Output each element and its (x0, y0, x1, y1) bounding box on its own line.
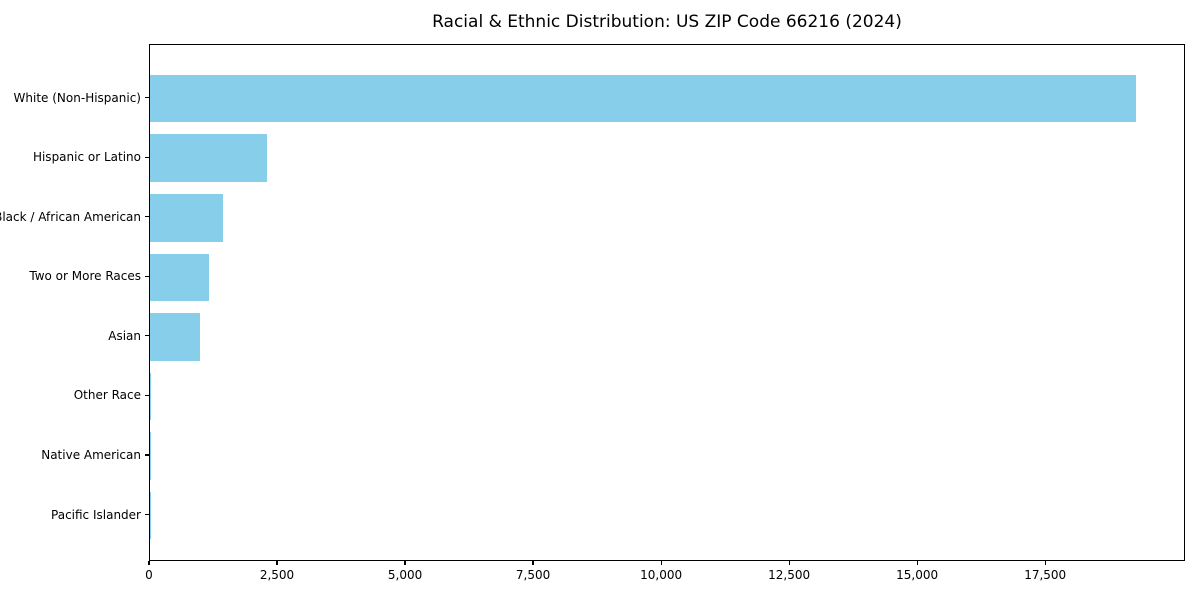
x-axis-tick-label: 0 (145, 568, 153, 582)
y-axis-label: Black / African American (0, 209, 141, 224)
x-axis-tick-label: 15,000 (896, 568, 939, 582)
x-axis-tick-label: 5,000 (387, 568, 423, 582)
chart-bar (150, 74, 1136, 123)
x-axis-tick (916, 561, 918, 565)
y-axis-tick (145, 275, 149, 277)
x-axis-tick-label: 10,000 (640, 568, 683, 582)
x-axis-tick (788, 561, 790, 565)
y-axis-label: Other Race (73, 388, 141, 403)
y-axis-tick (145, 454, 149, 456)
x-axis-tick-label: 2,500 (259, 568, 295, 582)
y-axis-label: White (Non-Hispanic) (13, 90, 141, 105)
y-axis-label: Asian (108, 328, 141, 343)
y-axis-label: Two or More Races (29, 269, 141, 284)
x-axis-tick (276, 561, 278, 565)
y-axis-tick (145, 513, 149, 516)
y-axis-tick (145, 216, 149, 218)
x-axis-tick (1044, 561, 1046, 565)
x-axis-tick-label: 17,500 (1024, 568, 1067, 582)
x-axis-tick (404, 561, 406, 565)
chart-bar (150, 313, 200, 361)
x-axis-tick (532, 561, 534, 565)
chart-bar (150, 134, 267, 183)
x-axis-tick (148, 561, 150, 565)
y-axis-label: Pacific Islander (51, 507, 141, 522)
y-axis-label: Hispanic or Latino (32, 150, 141, 165)
plot-area (149, 44, 1185, 561)
x-axis-tick (660, 561, 662, 565)
chart-bar (150, 253, 209, 302)
y-axis-tick (145, 97, 149, 99)
y-axis-label: Native American (41, 448, 141, 462)
y-axis-tick (145, 156, 149, 158)
x-axis-tick-label: 7,500 (515, 568, 551, 582)
y-axis-tick (145, 394, 149, 397)
chart-title: Racial & Ethnic Distribution: US ZIP Cod… (432, 12, 902, 32)
chart-bar (150, 432, 151, 480)
chart-bar (150, 194, 223, 242)
x-axis-tick-label: 12,500 (768, 568, 811, 582)
y-axis-tick (145, 335, 149, 337)
chart-bar (150, 372, 152, 421)
